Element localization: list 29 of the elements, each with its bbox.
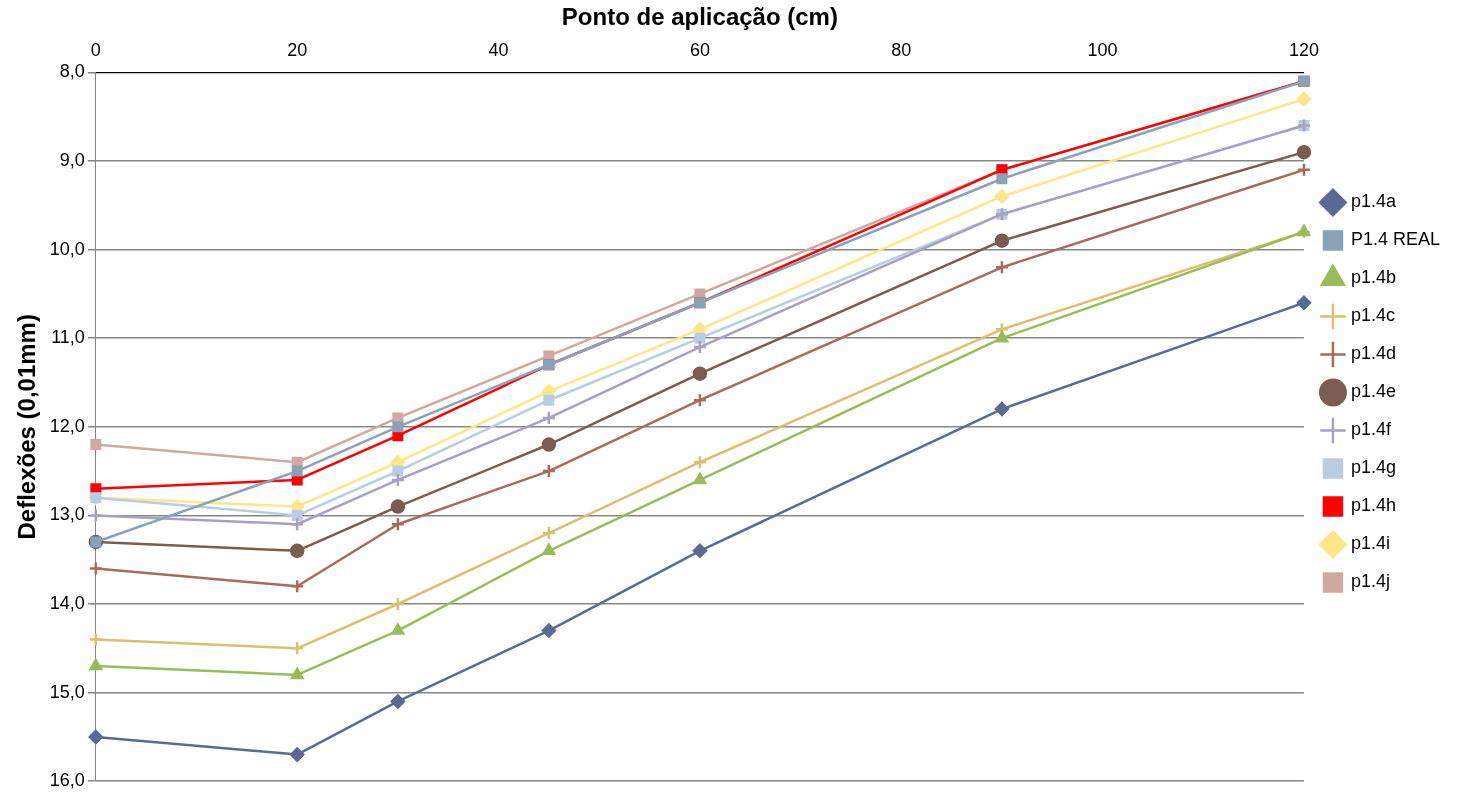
legend-label: p1.4g [1350,457,1396,478]
x-tick-label: 80 [891,39,912,60]
legend-label: p1.4i [1350,533,1390,554]
legend-label: p1.4e [1350,381,1396,402]
y-tick-label: 10,0 [49,238,85,259]
y-tick-label: 15,0 [49,681,85,702]
legend-label: p1.4a [1350,191,1397,212]
legend-label: p1.4b [1350,267,1396,288]
x-tick-label: 0 [90,39,101,60]
y-tick-label: 11,0 [51,327,85,348]
x-tick-label: 120 [1288,39,1319,60]
legend-label: p1.4d [1350,343,1396,364]
legend-label: p1.4c [1350,305,1395,326]
y-tick-label: 9,0 [59,149,85,170]
legend-label: p1.4f [1350,419,1392,440]
legend-label: p1.4j [1350,571,1390,592]
y-tick-label: 13,0 [49,504,85,525]
legend-label: P1.4 REAL [1350,229,1441,250]
x-tick-label: 40 [488,39,509,60]
y-tick-label: 16,0 [49,770,85,791]
x-tick-label: 60 [689,39,710,60]
x-tick-label: 100 [1087,39,1118,60]
y-tick-label: 8,0 [59,61,85,82]
y-axis-title: Deflexões (0,01mm) [13,314,41,540]
y-tick-label: 12,0 [49,415,85,436]
x-axis-title: Ponto de aplicação (cm) [561,3,838,31]
legend-label: p1.4h [1350,495,1396,516]
y-tick-label: 14,0 [49,592,85,613]
x-tick-label: 20 [287,39,308,60]
